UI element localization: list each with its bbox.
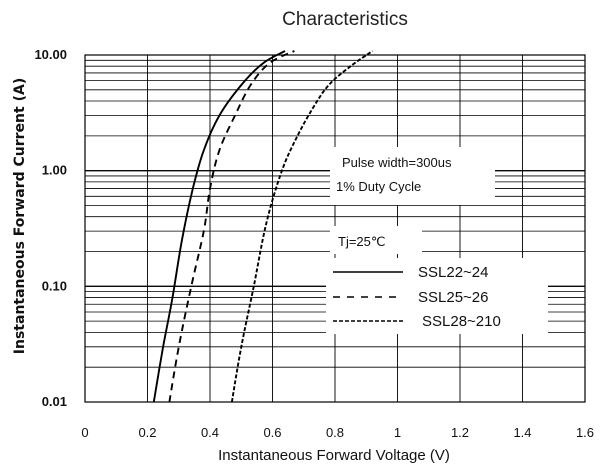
series-layer xyxy=(152,50,374,403)
series-line-ssl22-24 xyxy=(152,50,286,403)
y-axis-label: Instantaneous Forward Current (A) xyxy=(12,78,28,354)
y-tick-labels: 0.01 0.10 1.00 10.00 xyxy=(34,47,67,409)
legend-label-ssl28-210: SSL28~210 xyxy=(422,313,501,330)
x-axis-label: Instantaneous Forward Voltage (V) xyxy=(218,447,450,464)
chart-title: Characteristics xyxy=(282,9,408,30)
legend-label-ssl22-24: SSL22~24 xyxy=(418,264,488,281)
series-line-ssl25-26 xyxy=(168,50,295,403)
x-tick-label: 0.4 xyxy=(201,425,219,440)
x-tick-label: 1.6 xyxy=(576,425,594,440)
x-tick-label: 1.2 xyxy=(451,425,469,440)
x-tick-label: 1.4 xyxy=(513,425,531,440)
x-tick-labels: 0 0.2 0.4 0.6 0.8 1 1.2 1.4 1.6 xyxy=(81,425,594,440)
annotation-pulse-width: Pulse width=300us xyxy=(342,155,452,170)
y-tick-label: 10.00 xyxy=(34,47,67,62)
x-tick-label: 1 xyxy=(394,425,401,440)
x-tick-label: 0.8 xyxy=(326,425,344,440)
legend-label-ssl25-26: SSL25~26 xyxy=(418,289,488,306)
y-tick-label: 0.10 xyxy=(42,278,67,293)
y-tick-label: 1.00 xyxy=(42,163,67,178)
temperature-label: Tj=25℃ xyxy=(338,234,385,249)
x-tick-label: 0 xyxy=(81,425,88,440)
x-tick-label: 0.2 xyxy=(138,425,156,440)
annotation-box xyxy=(330,147,495,205)
y-tick-label: 0.01 xyxy=(42,394,67,409)
series-line-ssl28-210 xyxy=(230,50,374,403)
x-tick-label: 0.6 xyxy=(263,425,281,440)
temperature-box xyxy=(330,226,422,254)
annotation-duty-cycle: 1% Duty Cycle xyxy=(336,179,421,194)
